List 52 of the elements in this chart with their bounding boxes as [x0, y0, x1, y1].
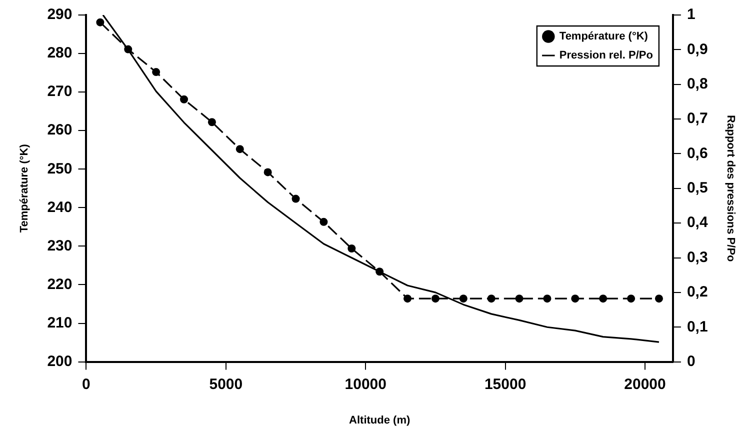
y-tick-label: 250: [47, 160, 72, 178]
y2-tick-label: 0: [686, 352, 696, 370]
y2-tick-label: 0,4: [686, 214, 708, 232]
point: [627, 294, 636, 303]
point: [348, 244, 356, 253]
y2-tick-label: 0,1: [686, 318, 708, 336]
point: [431, 294, 440, 303]
point: [180, 95, 188, 104]
y2-tick-label: 0,2: [686, 284, 708, 301]
point: [124, 45, 132, 54]
y-tick-label: 290: [47, 6, 72, 24]
point: [543, 294, 552, 303]
point: [152, 68, 160, 76]
y2-tick-label: 0,5: [686, 180, 708, 197]
y-tick-label: 240: [47, 198, 72, 216]
x-tick-label: 20000: [624, 376, 666, 393]
point: [459, 294, 468, 303]
y-tick-label: 270: [47, 83, 72, 100]
x-tick-label: 15000: [484, 376, 526, 393]
y2-tick-label: 0,3: [686, 248, 708, 266]
legend-label: Température (°K): [559, 30, 648, 43]
point: [404, 294, 412, 303]
y2-tick-label: 1: [686, 6, 696, 24]
point: [292, 194, 300, 203]
y2-tick-label: 0,9: [686, 40, 708, 58]
point: [515, 294, 524, 303]
x-tick-label: 5000: [209, 376, 243, 393]
y2-tick-label: 0,6: [686, 144, 708, 162]
point: [320, 218, 328, 226]
point: [208, 118, 216, 126]
x-axis-title: Altitude (m): [349, 414, 410, 426]
legend-label: Pression rel. P/Po: [559, 50, 654, 62]
y2-tick-label: 0,8: [686, 76, 708, 92]
point: [96, 18, 104, 26]
y-tick-label: 280: [47, 44, 72, 62]
point: [654, 294, 663, 303]
y-tick-label: 230: [47, 237, 72, 254]
y-axis-title: Température (°K): [18, 144, 31, 233]
x-tick-label: 0: [82, 376, 90, 393]
y-tick-label: 210: [47, 314, 72, 332]
y2-axis-title: Rapport des pressions P/Po: [724, 115, 736, 262]
point: [599, 294, 608, 303]
point: [264, 168, 272, 176]
y2-tick-label: 0,7: [686, 110, 708, 128]
y-tick-label: 220: [47, 276, 72, 293]
y-tick-label: 200: [47, 352, 72, 370]
point: [376, 268, 384, 276]
x-tick-label: 10000: [344, 376, 386, 393]
y-tick-label: 260: [47, 122, 72, 139]
point: [487, 294, 496, 303]
point: [571, 294, 580, 303]
point: [236, 145, 244, 154]
